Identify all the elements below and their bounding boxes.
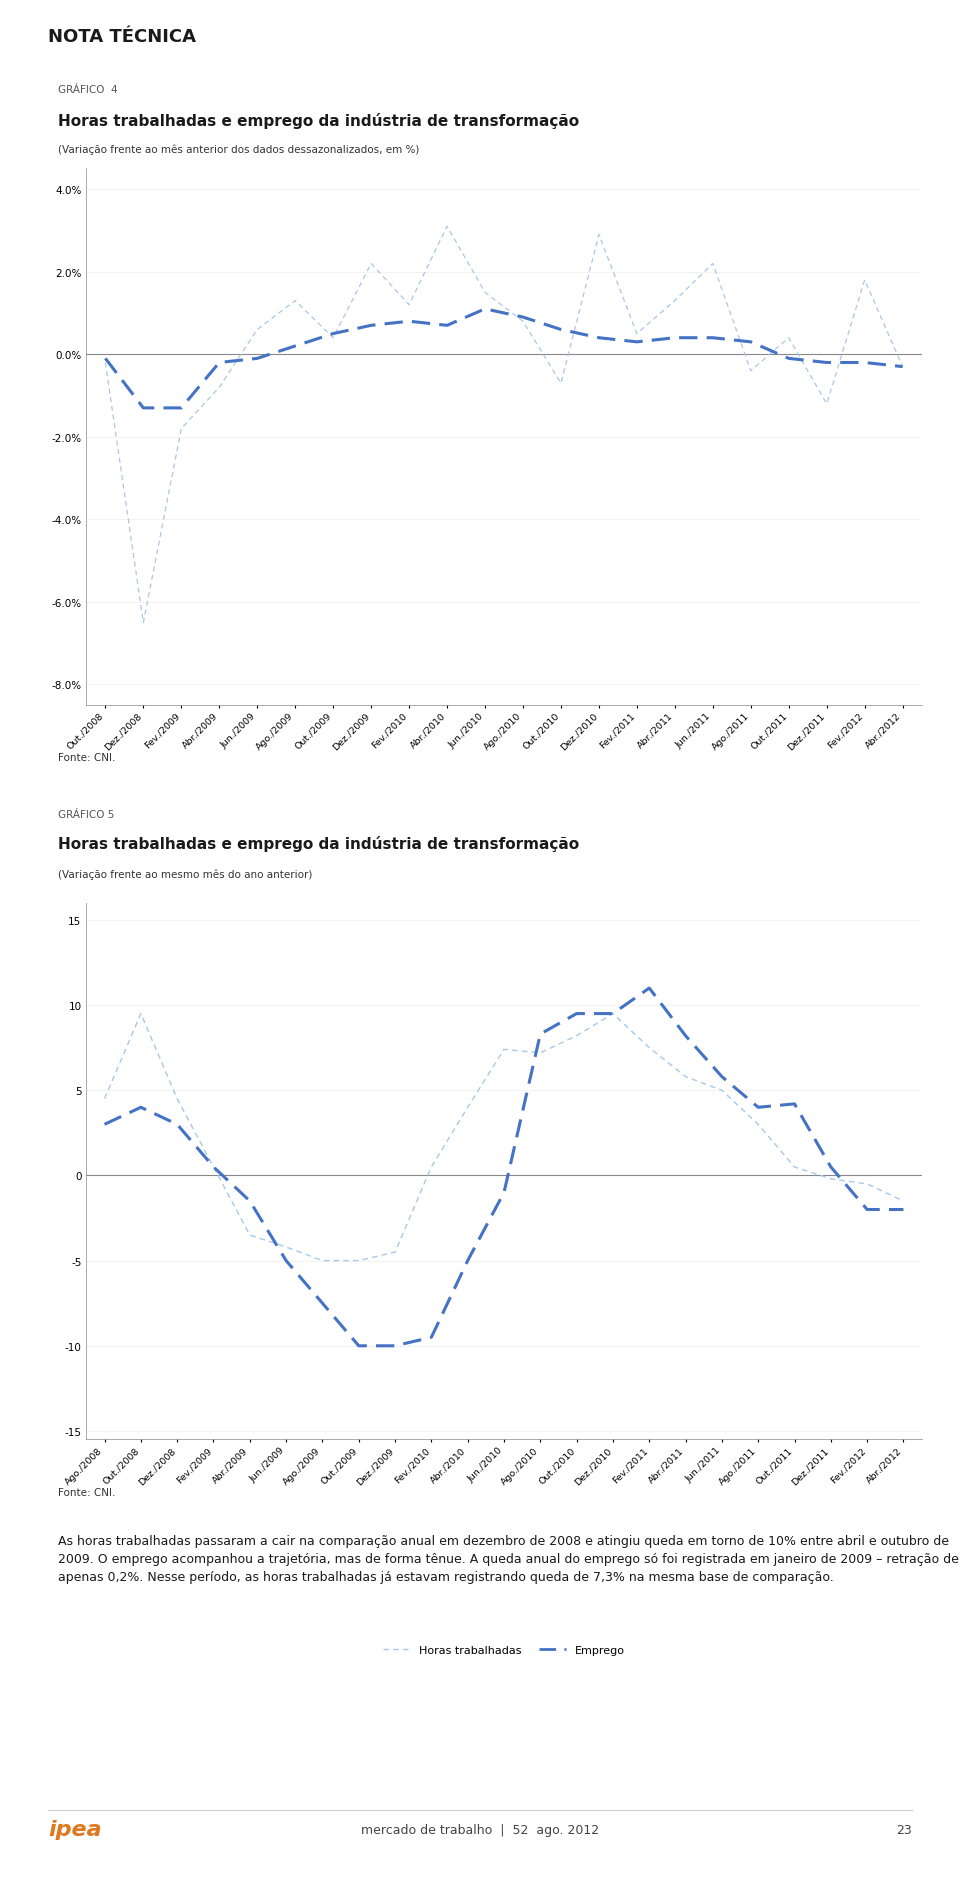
Text: Horas trabalhadas e emprego da indústria de transformação: Horas trabalhadas e emprego da indústria… [58,836,579,851]
Text: Fonte: CNI.: Fonte: CNI. [58,753,115,762]
Text: Horas trabalhadas e emprego da indústria de transformação: Horas trabalhadas e emprego da indústria… [58,113,579,128]
Text: GRÁFICO 5: GRÁFICO 5 [58,809,114,819]
Text: mercado de trabalho  |  52  ago. 2012: mercado de trabalho | 52 ago. 2012 [361,1824,599,1835]
Legend: Horas trabalhadas, Emprego: Horas trabalhadas, Emprego [378,1641,630,1660]
Text: 23: 23 [897,1824,912,1835]
Text: As horas trabalhadas passaram a cair na comparação anual em dezembro de 2008 e a: As horas trabalhadas passaram a cair na … [58,1534,958,1583]
Text: (Variação frente ao mês anterior dos dados dessazonalizados, em %): (Variação frente ao mês anterior dos dad… [58,145,419,156]
Text: (Variação frente ao mesmo mês do ano anterior): (Variação frente ao mesmo mês do ano ant… [58,869,312,881]
Text: ipea: ipea [48,1820,102,1839]
Legend: Emprego, Horas trabalhadas: Emprego, Horas trabalhadas [378,907,630,926]
Text: Fonte: CNI.: Fonte: CNI. [58,1487,115,1496]
Text: NOTA TÉCNICA: NOTA TÉCNICA [48,28,196,47]
Text: GRÁFICO  4: GRÁFICO 4 [58,85,117,94]
